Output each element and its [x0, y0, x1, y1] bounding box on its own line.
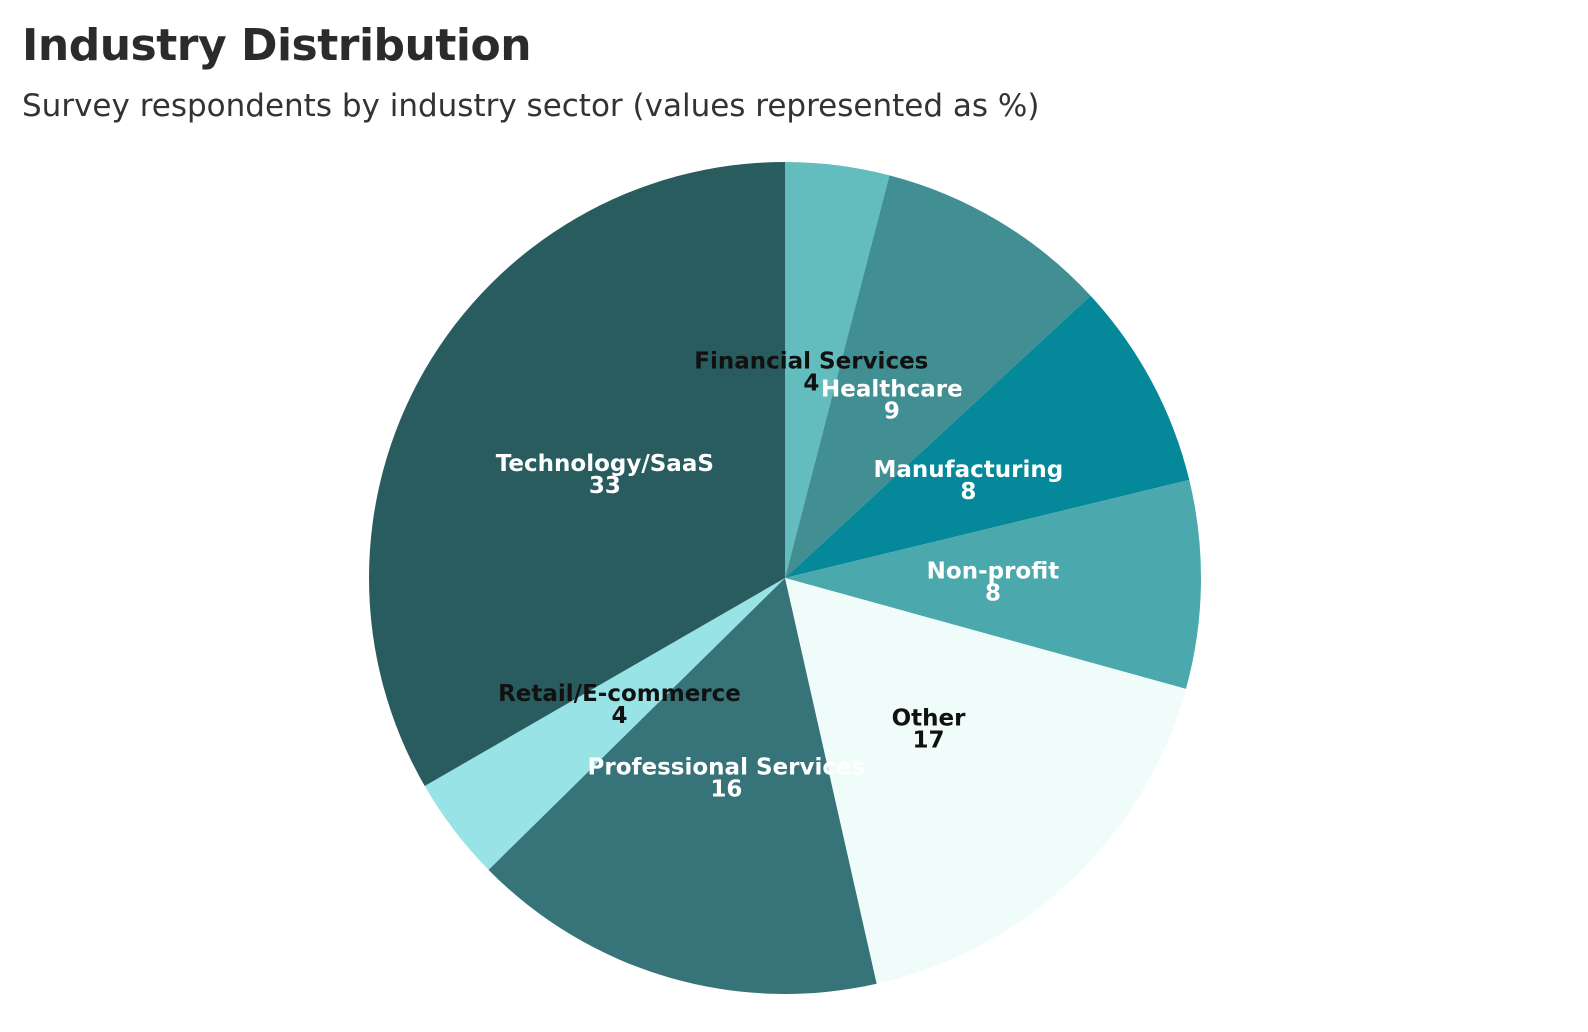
pie-slice-healthcare — [785, 175, 1091, 578]
chart-subtitle: Survey respondents by industry sector (v… — [22, 88, 1040, 124]
slice-label-manufacturing: Manufacturing — [873, 457, 1063, 483]
slice-value-non-profit: 8 — [985, 580, 1001, 606]
chart-title: Industry Distribution — [22, 20, 532, 71]
slice-label-retail-e-commerce: Retail/E-commerce — [498, 681, 741, 707]
pie-slice-non-profit — [785, 479, 1201, 689]
slice-label-financial-services: Financial Services — [694, 349, 928, 375]
pie-slice-professional-services — [488, 578, 877, 994]
pie-slice-technology-saas — [369, 162, 785, 786]
pie-slices — [369, 162, 1201, 994]
slice-value-professional-services: 16 — [710, 777, 742, 803]
slice-value-manufacturing: 8 — [960, 479, 976, 505]
pie-slice-retail-e-commerce — [424, 578, 785, 870]
slice-value-technology-saas: 33 — [589, 473, 621, 499]
slice-value-retail-e-commerce: 4 — [611, 703, 627, 729]
slice-label-technology-saas: Technology/SaaS — [496, 451, 714, 477]
slice-value-healthcare: 9 — [884, 399, 900, 425]
slice-value-financial-services: 4 — [803, 371, 819, 397]
slice-value-other: 17 — [913, 728, 945, 754]
pie-slice-manufacturing — [785, 295, 1190, 578]
pie-slice-financial-services — [785, 162, 890, 578]
slice-label-healthcare: Healthcare — [821, 377, 963, 403]
slice-label-professional-services: Professional Services — [588, 755, 866, 781]
pie-slice-other — [785, 578, 1186, 984]
slice-label-non-profit: Non-profit — [927, 558, 1060, 584]
slice-label-other: Other — [892, 706, 967, 732]
